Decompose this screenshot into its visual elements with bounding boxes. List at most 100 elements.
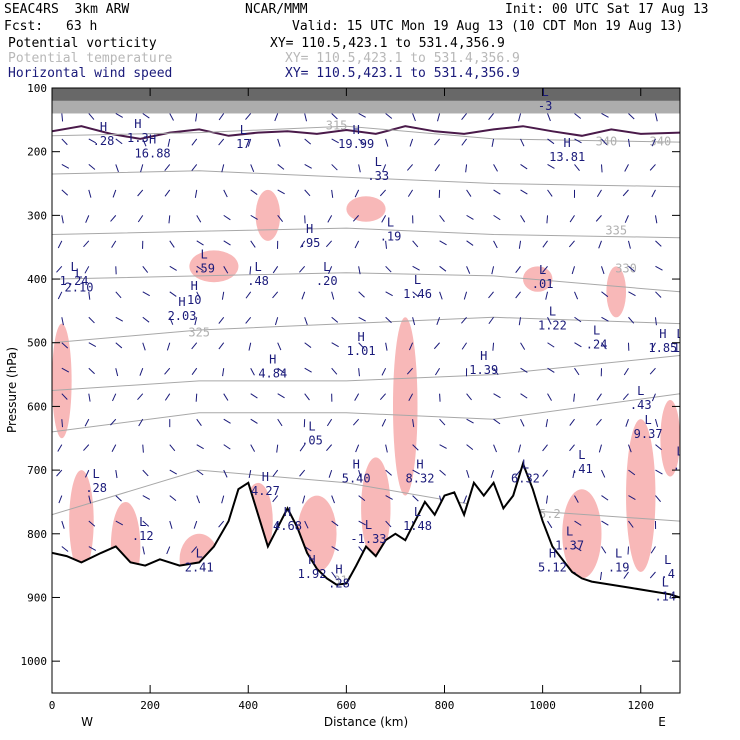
wind-vector (142, 495, 151, 500)
wind-vector (488, 291, 494, 299)
wind-vector (272, 495, 279, 503)
west-end-label: W (81, 715, 93, 729)
wind-vector (191, 546, 198, 553)
pv-extremum-kind: H (564, 136, 571, 150)
wind-vector (302, 495, 306, 504)
wind-vector (138, 418, 144, 427)
plot-frame (51, 87, 681, 694)
wind-speed-shading (346, 196, 386, 222)
wind-vector (598, 240, 602, 249)
pv-extremum-kind: L (637, 384, 644, 398)
wind-vector (355, 444, 360, 453)
wind-vector (164, 189, 171, 197)
wind-vector (412, 419, 415, 428)
wind-vector (277, 367, 285, 374)
pv-extremum-kind: L (644, 413, 651, 427)
wind-vector (88, 189, 92, 198)
x-tick-label: 800 (435, 699, 455, 712)
pv-extremum-value: .28 (85, 481, 107, 495)
wind-vector (61, 546, 69, 552)
wind-speed-shading (626, 419, 656, 572)
wind-vector (115, 495, 122, 502)
wind-vector (569, 444, 575, 452)
model-title: SEAC4RS 3km ARW (4, 2, 130, 17)
wind-vector (601, 342, 607, 350)
wind-vector (277, 138, 281, 147)
field-name-theta: Potential temperature (8, 51, 173, 66)
wind-vector (406, 164, 413, 171)
wind-vector (492, 342, 495, 351)
pv-extremum-kind: L (70, 260, 77, 274)
wind-vector (488, 316, 494, 325)
wind-vector (56, 265, 63, 273)
y-tick-label: 400 (27, 273, 47, 286)
field-xy-pv: XY= 110.5,423.1 to 531.4,356.9 (270, 36, 505, 51)
wind-vector (466, 469, 470, 478)
wind-vector (358, 138, 365, 145)
wind-vector (304, 317, 308, 325)
pv-extremum-value: 17 (236, 137, 250, 151)
wind-vector (245, 291, 252, 299)
y-tick-label: 1000 (21, 655, 48, 668)
wind-vector (221, 291, 225, 300)
wind-vector (412, 240, 419, 248)
wind-vector (191, 342, 198, 350)
wind-vector (461, 113, 467, 121)
wind-vector (542, 444, 548, 452)
theta-contour-label: 335 (605, 223, 627, 237)
pv-extremum-value: 1.39 (469, 363, 498, 377)
wind-vector (142, 316, 150, 323)
wind-vector (331, 495, 335, 504)
pv-extremum-kind: H (178, 295, 185, 309)
y-tick-label: 600 (27, 400, 47, 413)
wind-vector (547, 189, 553, 197)
wind-vector (164, 367, 171, 375)
wind-speed-shading (606, 266, 627, 318)
pv-extremum-value: 19.99 (338, 137, 374, 151)
wind-vector (169, 469, 177, 475)
wind-vector (61, 393, 68, 400)
theta-contour (52, 316, 680, 344)
wind-vector (547, 138, 555, 145)
pv-extremum-kind: L (414, 273, 421, 287)
wind-vector (115, 316, 124, 322)
pv-extremum-value: 1.24 (60, 274, 89, 288)
wind-vector (274, 317, 279, 326)
wind-vector (358, 164, 361, 173)
pv-extremum-value: .24 (586, 338, 608, 352)
terrain-fill (52, 463, 680, 693)
wind-vector (542, 265, 548, 273)
pv-extremum-kind: H (262, 470, 269, 484)
pv-extremum-kind: H (149, 133, 156, 147)
pv-extremum-kind: L (676, 445, 683, 459)
pv-extremum-kind: L (365, 518, 372, 532)
wind-vector (598, 444, 602, 453)
pv-extremum-kind: L (375, 155, 382, 169)
wind-vector (385, 444, 388, 453)
wind-vector (493, 367, 499, 376)
wind-vector (358, 316, 366, 322)
wind-vector (385, 469, 392, 476)
wind-vector (326, 444, 333, 452)
wind-vector (221, 495, 225, 504)
wind-vector (248, 470, 252, 479)
pv-extremum-value: .48 (247, 274, 269, 288)
wind-vector (465, 164, 468, 173)
wind-vector (137, 189, 144, 197)
wind-vector (654, 419, 659, 427)
wind-vector (601, 291, 609, 298)
x-tick-label: 0 (49, 699, 56, 712)
pv-extremum-kind: L (240, 123, 247, 137)
wind-vector (601, 138, 608, 146)
wind-vector (168, 215, 171, 224)
pv-extremum-value: 17 (673, 341, 687, 355)
wind-vector (655, 240, 662, 247)
wind-vector (654, 215, 658, 224)
wind-vector (439, 291, 443, 300)
wind-vector (112, 393, 117, 402)
wind-vector (491, 138, 495, 147)
wind-vector (301, 291, 306, 300)
wind-vector (222, 368, 225, 377)
wind-vector (354, 393, 360, 401)
wind-vector (628, 113, 635, 120)
